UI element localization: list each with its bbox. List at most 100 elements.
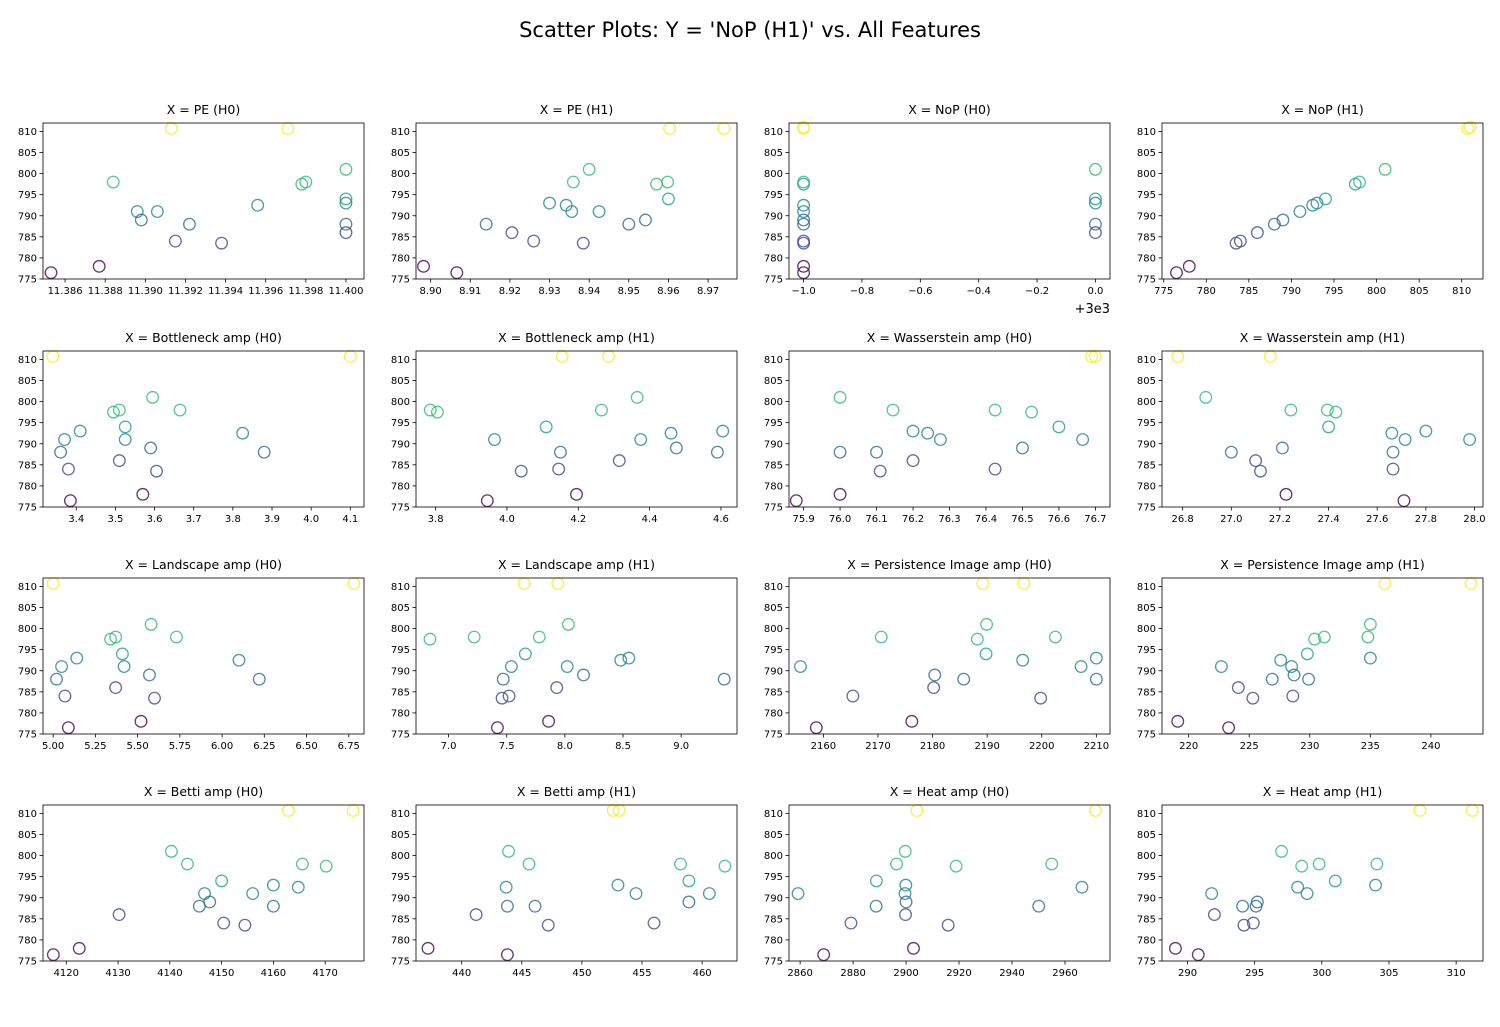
y-tick-label: 810 — [764, 582, 783, 593]
x-tick-label: 800 — [1367, 286, 1386, 297]
scatter-point — [1300, 647, 1314, 661]
scatter-point — [1254, 464, 1267, 478]
scatter-point — [949, 859, 963, 873]
y-tick-label: 810 — [764, 355, 783, 366]
scatter-point — [118, 433, 132, 446]
scatter-point — [1284, 403, 1298, 417]
axes-frame — [42, 122, 365, 280]
scatter-point — [1378, 162, 1392, 176]
y-tick-label: 785 — [764, 687, 783, 698]
scatter-point — [1267, 217, 1281, 231]
scatter-point — [1032, 899, 1046, 913]
y-tick-label: 780 — [764, 481, 783, 492]
scatter-point — [430, 405, 444, 419]
scatter-point — [1398, 433, 1412, 446]
scatter-point — [246, 887, 260, 900]
scatter-point — [136, 487, 150, 501]
scatter-point — [142, 668, 156, 682]
y-tick-label: 785 — [1137, 232, 1156, 243]
scatter-point — [299, 175, 313, 189]
x-tick-label: 4.4 — [642, 514, 658, 525]
y-tick-label: 795 — [391, 645, 410, 656]
scatter-point — [117, 660, 131, 673]
scatter-point — [423, 403, 437, 417]
y-tick-label: 790 — [1137, 893, 1156, 904]
scatter-point — [1089, 672, 1103, 686]
y-tick-label: 810 — [391, 355, 410, 366]
y-tick-label: 800 — [1137, 169, 1156, 180]
y-tick-label: 790 — [391, 211, 410, 222]
scatter-point — [1048, 630, 1062, 644]
x-tick-label: 4140 — [157, 968, 182, 979]
scatter-point — [1016, 653, 1030, 667]
scatter-point — [107, 405, 120, 419]
scatter-point — [215, 874, 229, 888]
scatter-point — [1465, 804, 1479, 817]
scatter-point — [421, 941, 435, 955]
x-tick-label: 5.25 — [84, 741, 106, 752]
y-tick-label: 775 — [1137, 957, 1156, 968]
scatter-panel-13: X = Betti amp (H0) 775 780 785 790 795 800 805 8… — [18, 784, 365, 979]
x-tick-label: −0.8 — [850, 286, 874, 297]
scatter-point — [173, 403, 187, 417]
scatter-point — [543, 196, 557, 210]
y-tick-label: 810 — [18, 809, 37, 820]
scatter-point — [988, 462, 1002, 476]
scatter-point — [602, 350, 616, 363]
y-tick-label: 795 — [1137, 872, 1156, 883]
panel-title: X = Wasserstein amp (H0) — [867, 330, 1032, 345]
scatter-point — [1074, 660, 1088, 673]
scatter-point — [1017, 577, 1031, 590]
scatter-point — [1088, 217, 1102, 231]
scatter-point — [1287, 668, 1301, 682]
scatter-point — [906, 424, 920, 438]
y-tick-label: 780 — [18, 481, 37, 492]
x-tick-label: 6.25 — [253, 741, 275, 752]
scatter-point — [639, 213, 652, 227]
y-tick-label: 790 — [1137, 211, 1156, 222]
x-tick-label: 440 — [452, 968, 471, 979]
x-tick-label: 11.394 — [208, 286, 243, 297]
scatter-point — [1034, 691, 1048, 705]
y-tick-label: 790 — [764, 666, 783, 677]
x-tick-label: 4170 — [312, 968, 337, 979]
y-tick-label: 790 — [1137, 439, 1156, 450]
scatter-point — [661, 192, 675, 206]
y-tick-label: 795 — [391, 418, 410, 429]
scatter-point — [1328, 874, 1342, 888]
scatter-point — [716, 424, 730, 438]
y-tick-label: 810 — [764, 809, 783, 820]
panel-title: X = PE (H0) — [167, 102, 241, 117]
y-tick-label: 800 — [18, 397, 37, 408]
scatter-point — [61, 721, 75, 735]
x-tick-label: 8.94 — [578, 286, 600, 297]
y-tick-label: 795 — [764, 418, 783, 429]
x-tick-label: 4.1 — [342, 514, 358, 525]
scatter-point — [1386, 445, 1400, 459]
scatter-point — [1413, 804, 1427, 817]
y-tick-label: 805 — [1137, 376, 1156, 387]
scatter-point — [106, 175, 120, 189]
y-tick-label: 795 — [391, 190, 410, 201]
scatter-point — [144, 441, 158, 455]
scatter-point — [1295, 859, 1309, 873]
axes-frame — [1161, 804, 1484, 962]
x-tick-label: 2170 — [865, 741, 890, 752]
y-tick-label: 810 — [18, 582, 37, 593]
panel-title: X = Bottleneck amp (H1) — [498, 330, 655, 345]
scatter-point — [797, 205, 811, 218]
scatter-point — [1214, 660, 1228, 673]
x-tick-label: 790 — [1282, 286, 1301, 297]
scatter-point — [682, 874, 696, 888]
scatter-point — [130, 205, 144, 218]
panel-title: X = Bottleneck amp (H0) — [125, 330, 282, 345]
x-tick-label: 75.9 — [792, 514, 814, 525]
x-tick-label: 26.8 — [1172, 514, 1194, 525]
y-tick-label: 785 — [18, 232, 37, 243]
scatter-point — [1302, 672, 1316, 686]
scatter-point — [874, 630, 888, 644]
scatter-panel-16: X = Heat amp (H1) 775 780 785 790 795 800 805 81… — [1137, 784, 1484, 979]
scatter-point — [1171, 350, 1185, 363]
scatter-point — [1016, 441, 1029, 455]
